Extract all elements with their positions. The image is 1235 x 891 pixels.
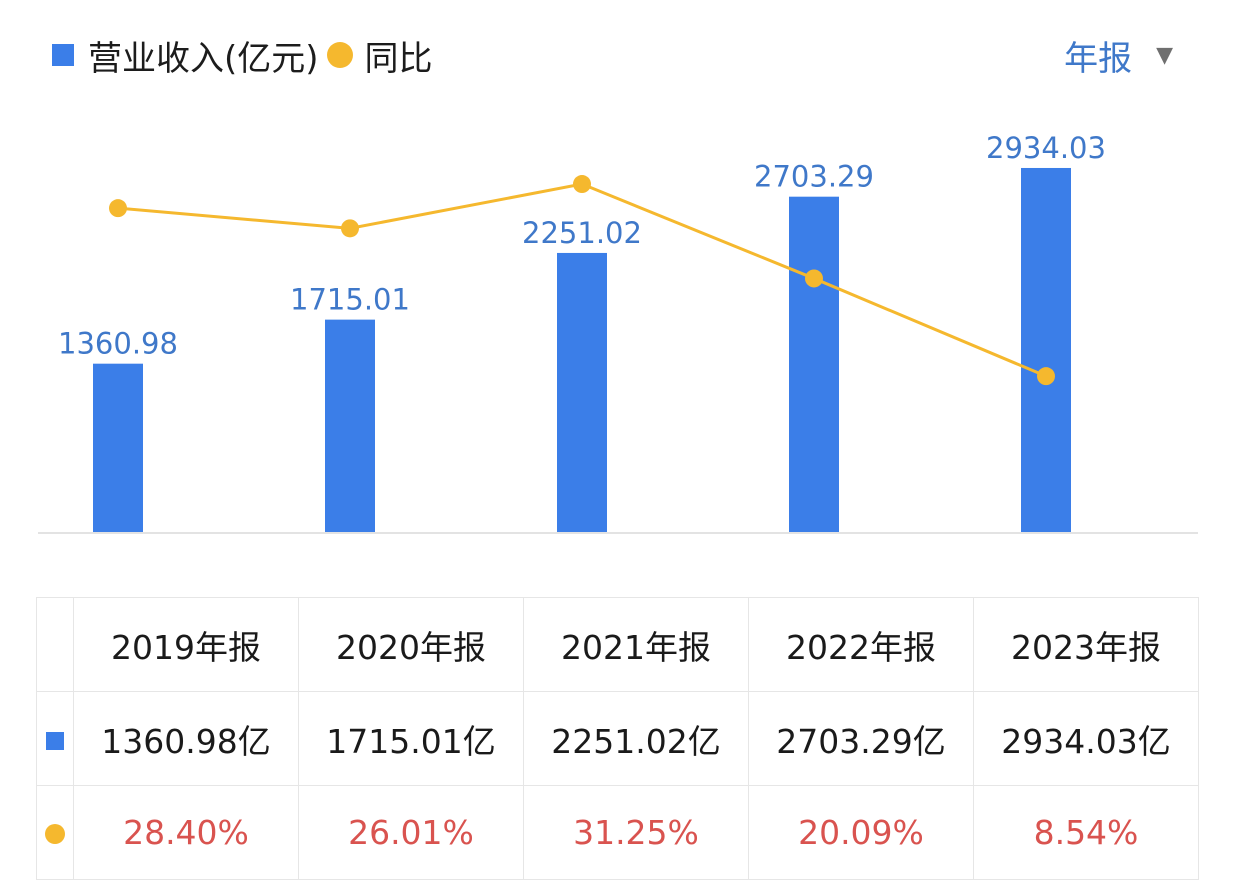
legend-bar-swatch: [52, 44, 74, 66]
bar-value-label: 2703.29: [754, 160, 874, 194]
yoy-point-2023年报: [1037, 367, 1055, 386]
legend-line-label: 同比: [364, 38, 433, 79]
table-cell: 31.25%: [523, 785, 749, 880]
line-layer: [109, 175, 1055, 386]
bar-value-label: 2251.02: [522, 216, 642, 250]
bar-value-label: 1715.01: [290, 283, 410, 317]
bar-value-label: 2934.03: [986, 131, 1106, 165]
table-row-yoy: 28.40% 26.01% 31.25% 20.09% 8.54%: [36, 785, 1199, 880]
table-cell: 2934.03亿: [973, 691, 1199, 786]
table-header-cell: 2019年报: [73, 597, 299, 692]
table-row-marker: [36, 691, 74, 786]
chevron-down-icon: ▼: [1156, 42, 1173, 68]
table-row-revenue: 1360.98亿 1715.01亿 2251.02亿 2703.29亿 2934…: [36, 691, 1199, 786]
table-cell: 26.01%: [298, 785, 524, 880]
bar-2020年报: [325, 319, 375, 533]
revenue-chart: 1360.98 1715.01 2251.02 2703.29 2934.03: [38, 131, 1198, 534]
table-cell: 20.09%: [748, 785, 974, 880]
table-cell: 8.54%: [973, 785, 1199, 880]
table-header-cell: 2022年报: [748, 597, 974, 692]
yoy-point-2022年报: [805, 269, 823, 288]
table-cell: 28.40%: [73, 785, 299, 880]
yoy-point-2020年报: [341, 219, 359, 238]
table-row-marker: [36, 785, 74, 880]
table-cell: 2703.29亿: [748, 691, 974, 786]
table-cell: 1715.01亿: [298, 691, 524, 786]
table-header-cell: 2021年报: [523, 597, 749, 692]
bar-2021年报: [557, 252, 607, 533]
table-header-cell: 2020年报: [298, 597, 524, 692]
legend-line-swatch: [326, 42, 353, 68]
bars-layer: [93, 167, 1071, 533]
bar-2022年报: [789, 196, 839, 533]
bar-2023年报: [1021, 167, 1071, 533]
bar-2019年报: [93, 363, 143, 533]
bar-labels-layer: 1360.98 1715.01 2251.02 2703.29 2934.03: [58, 131, 1106, 361]
bar-value-label: 1360.98: [58, 327, 178, 361]
data-table: 2019年报 2020年报 2021年报 2022年报 2023年报 1360.…: [36, 597, 1199, 880]
yoy-point-2019年报: [109, 199, 127, 218]
table-header-cell: 2023年报: [973, 597, 1199, 692]
legend-bar-label: 营业收入(亿元): [88, 38, 319, 79]
period-selector-label: 年报: [1064, 38, 1133, 79]
bar-series-square-icon: [46, 732, 64, 750]
table-cell: 1360.98亿: [73, 691, 299, 786]
yoy-point-2021年报: [573, 175, 591, 194]
chart-legend: 营业收入(亿元) 同比: [52, 30, 433, 80]
period-selector[interactable]: 年报 ▼: [1064, 30, 1173, 80]
table-cell: 2251.02亿: [523, 691, 749, 786]
table-corner-cell: [36, 597, 74, 692]
table-header-row: 2019年报 2020年报 2021年报 2022年报 2023年报: [36, 597, 1199, 692]
line-series-dot-icon: [45, 824, 65, 844]
